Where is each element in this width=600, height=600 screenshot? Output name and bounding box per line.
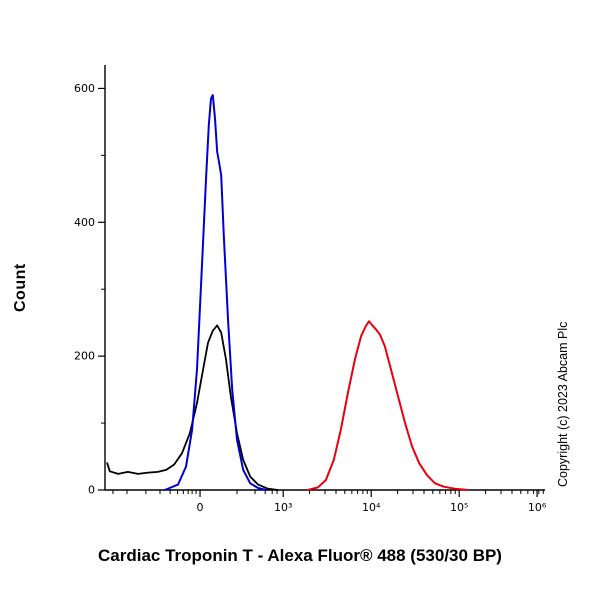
x-axis-tick-label: 10⁵: [450, 501, 468, 514]
copyright-text: Copyright (c) 2023 Abcam Plc: [556, 321, 570, 487]
curve-unlabelled-control-blue: [163, 94, 267, 491]
curve-cardiac-troponin-t-red: [306, 320, 469, 491]
x-axis-tick-label: 10⁴: [362, 501, 381, 514]
x-axis-tick-label: 0: [197, 501, 204, 514]
x-axis-title: Cardiac Troponin T - Alexa Fluor® 488 (5…: [98, 546, 502, 565]
y-axis-tick-label: 0: [88, 484, 95, 497]
y-axis-tick-label: 400: [74, 216, 95, 229]
x-axis-tick-label: 10³: [274, 501, 292, 514]
y-axis-tick-label: 200: [74, 350, 95, 363]
x-axis-tick-label: 10⁶: [528, 501, 547, 514]
y-axis-title: Count: [12, 263, 29, 312]
y-axis-tick-label: 600: [74, 82, 95, 95]
curve-isotype-control-black: [106, 324, 279, 491]
